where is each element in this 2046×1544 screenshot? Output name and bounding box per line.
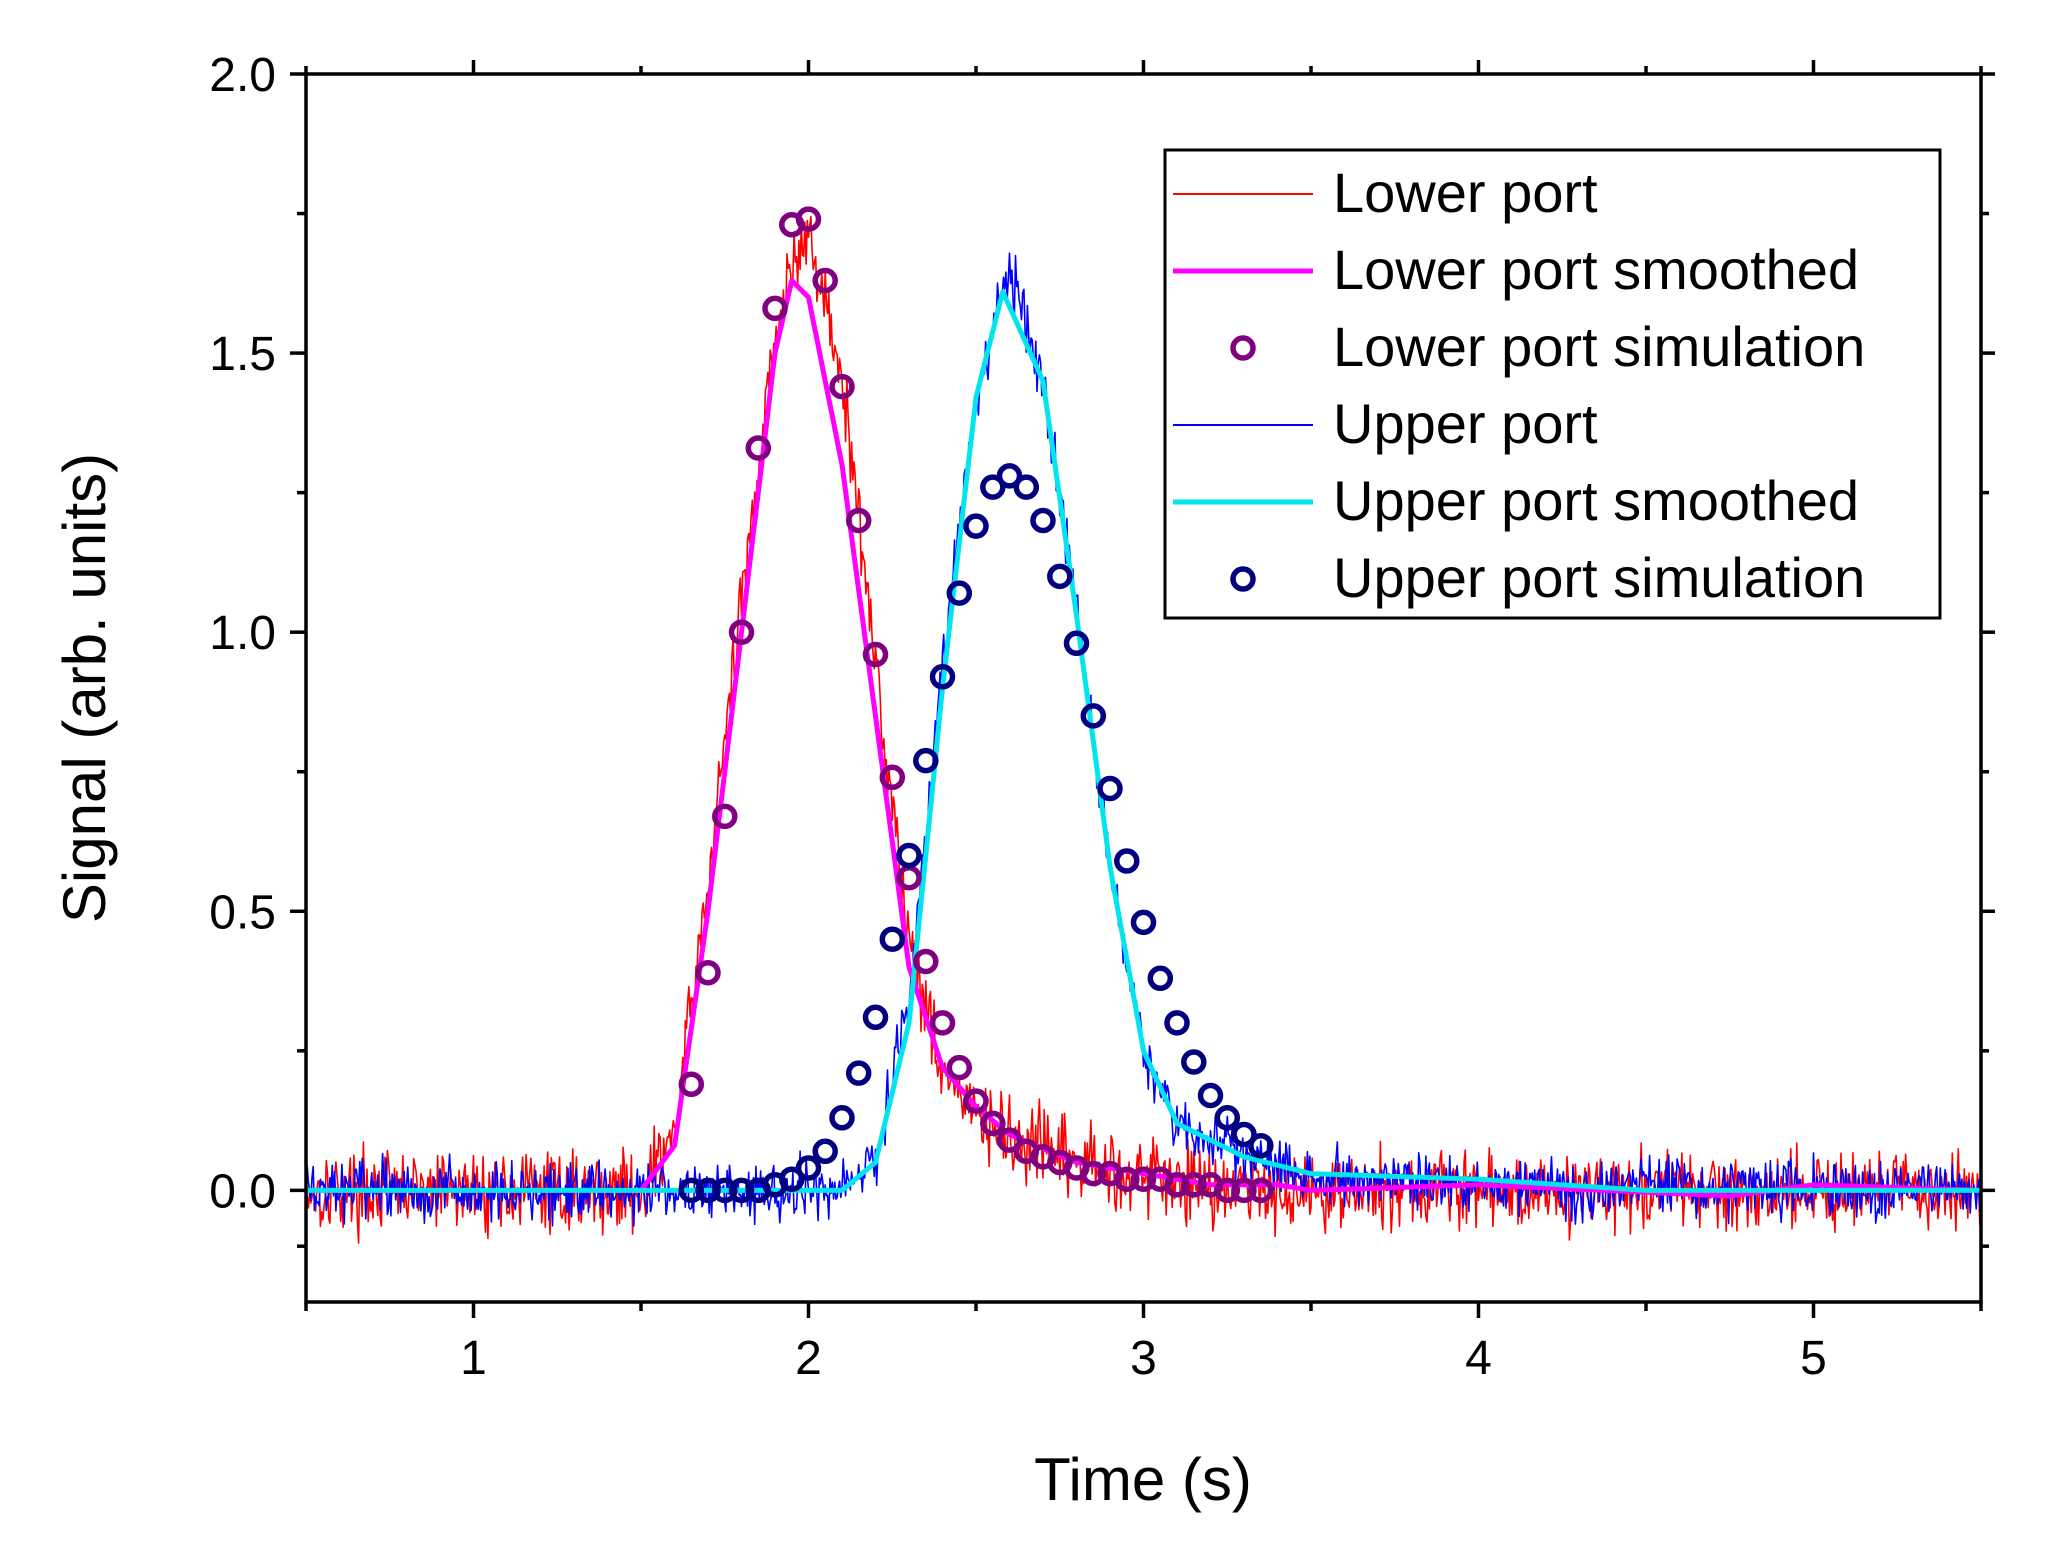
upper-port-simulation-marker: [1047, 563, 1073, 590]
legend-swatch-upper-port-simulation: [1230, 566, 1256, 592]
lower-port-simulation-marker: [963, 1088, 989, 1114]
plot-area: [306, 206, 1981, 1244]
lower-port-simulation-marker: [728, 619, 755, 645]
upper-port-simulation-marker: [712, 1177, 738, 1204]
x-tick-label: 2: [795, 1332, 822, 1385]
upper-port-simulation-marker: [845, 1060, 872, 1086]
upper-port-simulation-marker: [1080, 703, 1107, 729]
upper-port-simulation-marker: [913, 747, 939, 774]
legend-label-upper-port: Upper port: [1333, 392, 1598, 455]
lower-port-simulation-marker: [1231, 1177, 1257, 1204]
lower-port-simulation-marker: [695, 959, 721, 986]
legend-label-lower-port-simulation: Lower port simulation: [1333, 315, 1865, 378]
lower-port-simulation-marker: [678, 1071, 705, 1098]
upper-port-simulation-marker: [1214, 1105, 1241, 1131]
legend: Lower port Lower port smoothed Lower port …: [1163, 148, 1942, 620]
upper-port-simulation-marker: [929, 664, 956, 690]
y-tick-label: 1.0: [209, 607, 276, 660]
lower-port-simulation-marker: [929, 1010, 956, 1036]
upper-port-simulation-marker: [1030, 507, 1056, 534]
x-tick-label: 4: [1465, 1332, 1492, 1385]
upper-port-simulation-marker: [879, 926, 906, 952]
upper-port-simulation-marker: [829, 1105, 855, 1131]
lower-port-simulation-marker: [913, 948, 939, 975]
legend-label-lower-port-smoothed: Lower port smoothed: [1333, 238, 1859, 301]
upper-port-simulation-marker: [728, 1177, 755, 1204]
lower-port-simulation-marker: [879, 764, 906, 791]
upper-port-simulation-marker: [678, 1177, 705, 1204]
lower-port-simulation-marker: [1181, 1172, 1207, 1198]
lower-port-simulation-marker: [845, 507, 872, 534]
y-tick-label: 2.0: [209, 49, 276, 102]
upper-port-simulation-marker: [1248, 1132, 1274, 1159]
x-tick-label: 5: [1800, 1332, 1827, 1385]
upper-port-simulation-marker: [1097, 775, 1123, 802]
lower-port-simulation-marker: [862, 641, 889, 668]
upper-port-simulation-marker: [1164, 1010, 1190, 1036]
x-tick-label: 1: [460, 1332, 487, 1385]
upper-port-simulation-marker: [779, 1166, 805, 1192]
lower-port-simulation-marker: [1248, 1177, 1274, 1204]
axes: 1 2 3 4 5 0.0 0.5 1.0 1.5 2.0: [209, 49, 1995, 1385]
upper-port-simulation-marker: [1013, 474, 1040, 500]
lower-port-simulation-marker: [812, 267, 838, 294]
upper-port-simulation-marker: [963, 513, 989, 539]
upper-port-simulation-marker: [862, 1004, 889, 1031]
y-tick-label: 1.5: [209, 328, 276, 381]
lower-port-simulation-marker: [946, 1054, 973, 1081]
lower-port-simulation-marker: [980, 1110, 1006, 1137]
x-tick-label: 3: [1130, 1332, 1157, 1385]
upper-port-simulation-marker: [1197, 1082, 1224, 1109]
y-tick-label: 0.5: [209, 886, 276, 939]
upper-port-simulation-marker: [1181, 1049, 1207, 1075]
lower-port-simulation-marker: [762, 295, 788, 322]
upper-port-simulation-marker: [1231, 1121, 1257, 1148]
y-axis-label: Signal (arb. units): [51, 453, 118, 923]
upper-port-simulation-marker: [946, 580, 973, 606]
legend-box: [1163, 148, 1942, 620]
lower-port-simulation-marker: [996, 1127, 1023, 1153]
lower-port-simulation-marker: [712, 803, 738, 830]
legend-label-lower-port: Lower port: [1333, 161, 1598, 224]
upper-port-simulation-marker: [896, 842, 922, 869]
legend-label-upper-port-smoothed: Upper port smoothed: [1333, 469, 1859, 532]
lower-port-simulation-marker: [1164, 1172, 1190, 1198]
upper-port-smoothed-line: [306, 289, 1981, 1193]
lower-port-simulation-marker: [1114, 1166, 1140, 1192]
upper-port-simulation-marker: [1147, 965, 1174, 992]
lower-port-simulation-marker: [745, 435, 772, 461]
legend-swatch-lower-port-simulation: [1230, 335, 1256, 361]
lower-port-simulation-marker: [829, 373, 855, 400]
lower-port-simulation-marker: [1130, 1166, 1157, 1192]
x-axis-label: Time (s): [1034, 1446, 1252, 1513]
upper-port-simulation-marker: [980, 474, 1006, 500]
y-tick-label: 0.0: [209, 1165, 276, 1218]
lower-port-simulation-marker: [1080, 1160, 1107, 1187]
lower-port-simulation-marker: [1214, 1177, 1241, 1204]
upper-port-simulation-marker: [795, 1155, 822, 1181]
lower-port-simulation-marker: [795, 206, 822, 232]
upper-port-simulation-marker: [1130, 909, 1157, 936]
legend-label-upper-port-simulation: Upper port simulation: [1333, 546, 1865, 609]
upper-port-simulation-marker: [695, 1177, 721, 1204]
upper-port-simulation-marker: [1063, 630, 1090, 657]
upper-port-simulation-marker: [1114, 848, 1140, 874]
upper-port-simulation-marker: [812, 1138, 838, 1165]
upper-port-simulation-marker: [996, 463, 1023, 489]
